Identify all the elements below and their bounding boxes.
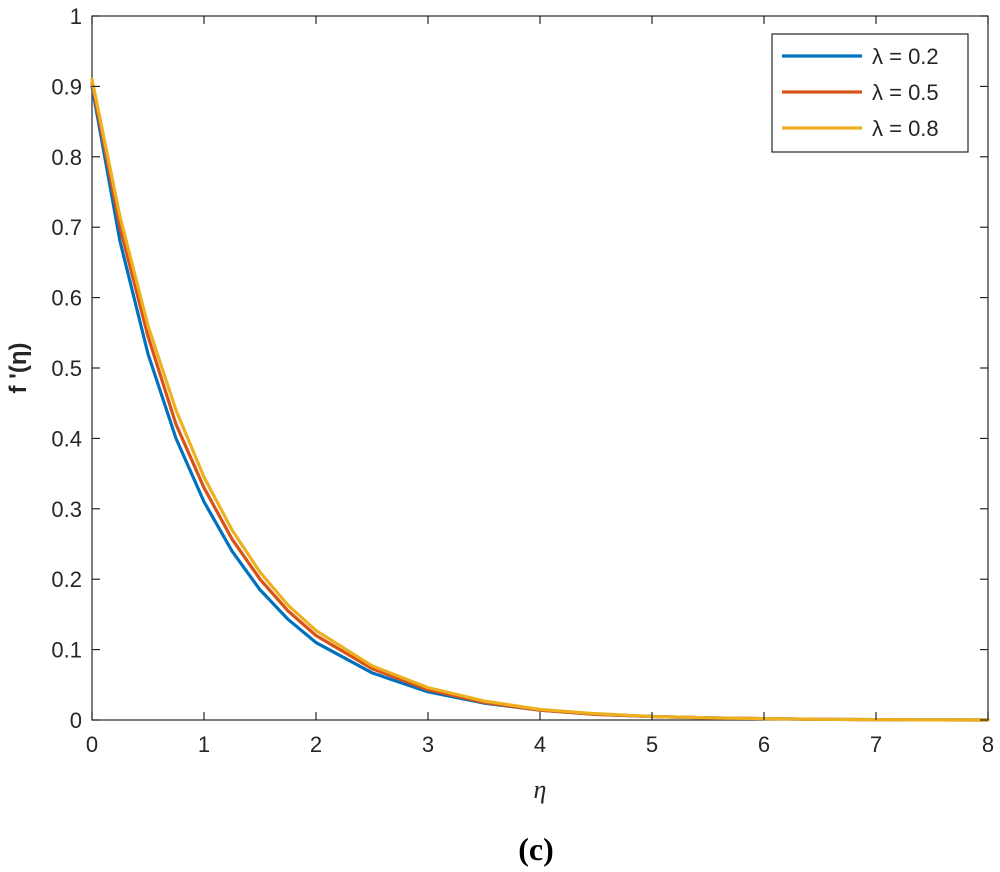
x-tick-label: 4 <box>534 732 546 757</box>
x-tick-label: 8 <box>982 732 994 757</box>
x-tick-label: 5 <box>646 732 658 757</box>
y-tick-label: 0.3 <box>51 497 82 522</box>
y-tick-label: 0.4 <box>51 426 82 451</box>
legend-label: λ = 0.8 <box>872 116 939 141</box>
x-tick-label: 1 <box>198 732 210 757</box>
x-tick-label: 0 <box>86 732 98 757</box>
x-tick-label: 2 <box>310 732 322 757</box>
x-axis-label: η <box>534 775 547 804</box>
legend: λ = 0.2 λ = 0.5 λ = 0.8 <box>771 33 969 153</box>
legend-label: λ = 0.2 <box>872 44 939 69</box>
y-tick-label: 0.2 <box>51 567 82 592</box>
x-tick-label: 7 <box>870 732 882 757</box>
y-tick-label: 0.7 <box>51 215 82 240</box>
y-tick-label: 0.8 <box>51 145 82 170</box>
panel-caption: (c) <box>518 831 554 867</box>
legend-label: λ = 0.5 <box>872 80 939 105</box>
series-line-3 <box>90 77 990 722</box>
y-tick-label: 0.5 <box>51 356 82 381</box>
x-tick-label: 3 <box>422 732 434 757</box>
y-tick-label: 0.6 <box>51 286 82 311</box>
x-tick-label: 6 <box>758 732 770 757</box>
y-tick-label: 1 <box>70 4 82 29</box>
ticks-layer: 0 1 2 3 4 5 6 7 8 0 0.1 0.2 0.3 0.4 0.5 0.6 0.7 0.8 0.9 1 <box>51 4 994 757</box>
y-axis-label: f '(η) <box>5 342 32 393</box>
series-layer <box>90 77 990 722</box>
y-tick-label: 0.1 <box>51 638 82 663</box>
y-tick-label: 0 <box>70 708 82 733</box>
y-tick-label: 0.9 <box>51 74 82 99</box>
